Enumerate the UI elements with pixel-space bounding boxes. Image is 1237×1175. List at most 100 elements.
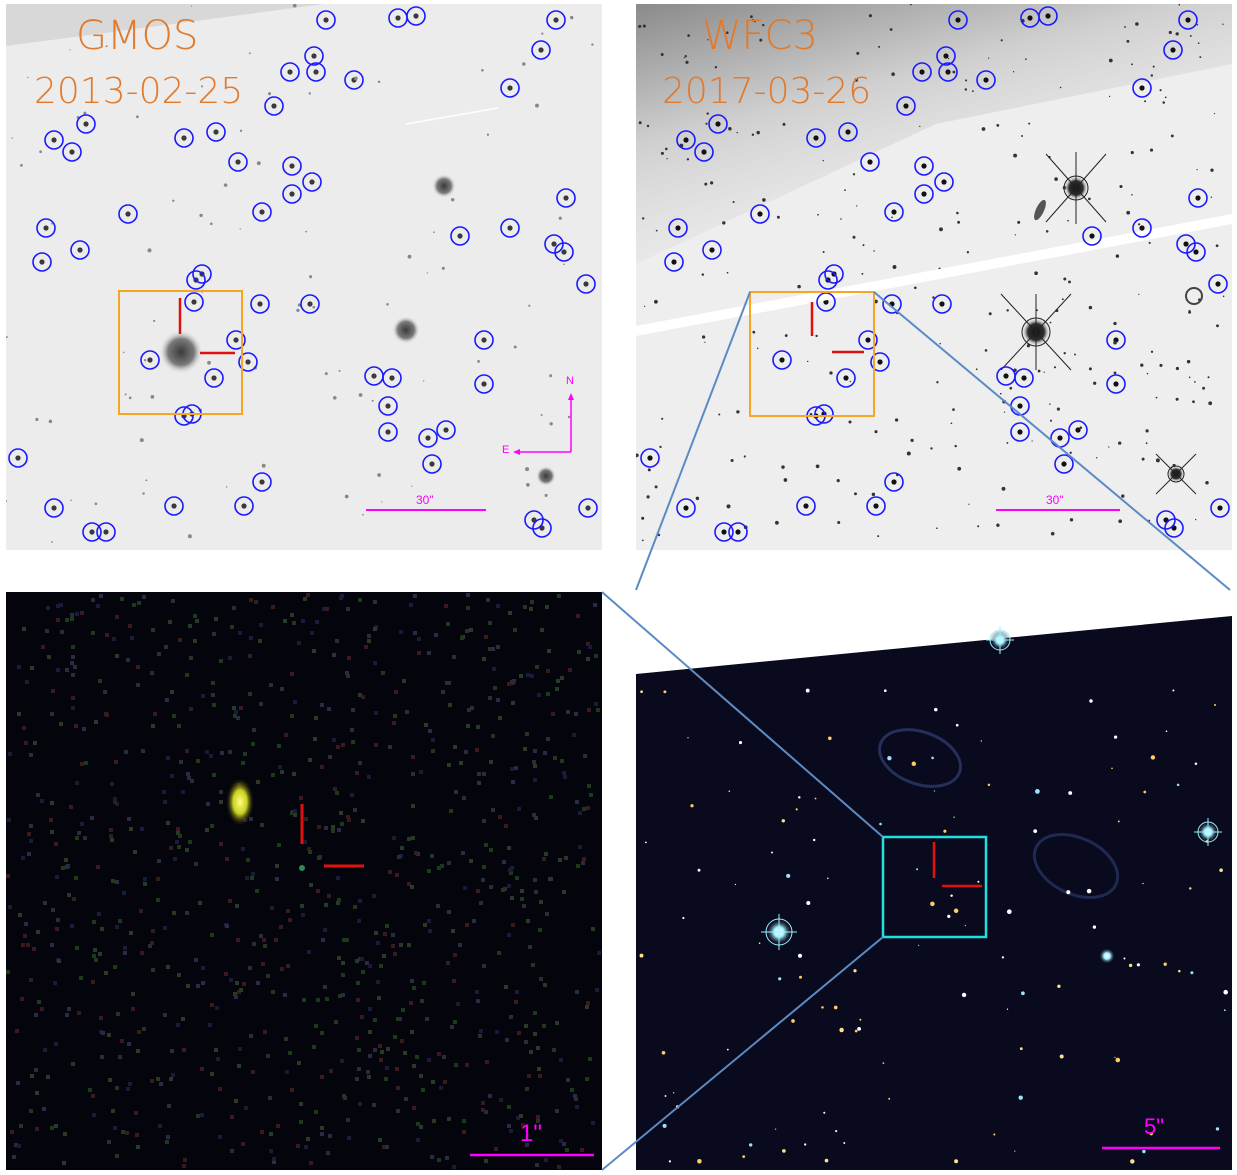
noise-pixel [115,880,119,884]
noise-pixel [108,1078,112,1082]
noise-pixel [69,805,73,809]
noise-pixel [337,828,341,832]
background-source [1141,457,1145,461]
noise-pixel [255,889,259,893]
star [287,69,293,75]
noise-pixel [338,994,342,998]
noise-pixel [495,1030,499,1034]
noise-pixel [413,594,417,598]
noise-pixel [182,1048,186,1052]
noise-pixel [168,620,172,624]
background-source [48,419,53,424]
diffraction-spike-star [1000,293,1072,371]
noise-pixel [565,1148,569,1152]
field-star [782,1149,786,1153]
reference-star-marker [300,294,320,314]
noise-pixel [373,627,377,631]
chip-gap-stripe [636,214,1232,336]
field-star [1086,888,1092,894]
star [289,191,295,197]
noise-pixel [150,941,154,945]
noise-pixel [336,901,340,905]
field-star [682,916,685,920]
noise-pixel [582,857,586,861]
reference-star-marker [524,510,544,530]
noise-pixel [333,787,337,791]
background-source [139,438,144,443]
field-star [1149,1132,1153,1136]
background-source [743,455,746,458]
star [371,373,377,379]
noise-pixel [71,655,75,659]
background-source [657,533,661,537]
background-source [1138,223,1141,226]
noise-pixel [301,913,305,917]
reference-star-marker [500,78,520,98]
reference-star-marker [806,128,826,148]
background-source [190,5,193,7]
noise-pixel [374,931,378,935]
background-source [996,123,1000,127]
noise-pixel [320,1126,324,1130]
noise-pixel [30,1074,34,1078]
background-source [999,392,1002,395]
background-source [966,251,970,254]
field-star [854,1029,858,1033]
field-star [950,894,953,897]
field-star [786,873,791,878]
noise-pixel [51,689,55,693]
background-source [707,39,709,41]
background-source [736,131,738,134]
noise-pixel [55,927,59,931]
field-star [1130,1159,1135,1164]
star [443,427,449,433]
background-source [1178,4,1181,6]
noise-pixel [7,818,11,822]
noise-pixel [51,908,55,912]
noise-pixel [83,836,87,840]
noise-pixel [110,782,114,786]
background-source [1175,397,1179,401]
noise-pixel [75,781,79,785]
background-source [952,70,956,74]
noise-pixel [75,946,79,950]
reference-star-marker [884,202,904,222]
background-source [646,495,650,499]
background-source [332,395,337,400]
noise-pixel [496,604,500,608]
background-source [1043,371,1045,373]
field-star [827,877,829,880]
noise-pixel [446,622,450,626]
noise-pixel [307,950,311,954]
background-source [70,499,72,502]
background-source [1017,220,1021,224]
noise-pixel [70,613,74,617]
background-source [906,451,911,456]
reference-star-marker [546,10,566,30]
background-source [1192,400,1195,404]
reference-star-marker [578,498,598,518]
noise-pixel [46,606,50,610]
noise-pixel [142,595,146,599]
noise-pixel [507,1124,511,1128]
noise-pixel [551,712,555,716]
noise-pixel [118,919,122,923]
noise-pixel [171,1073,175,1077]
noise-pixel [447,763,451,767]
noise-pixel [431,749,435,753]
noise-pixel [367,775,371,779]
background-source [1208,401,1213,406]
noise-pixel [112,637,116,641]
noise-pixel [50,712,54,716]
noise-pixel [27,832,31,836]
star [429,461,435,467]
noise-pixel [412,1064,416,1068]
field-star [1190,971,1194,975]
background-source [817,213,819,216]
background-source [540,414,543,416]
noise-pixel [172,911,176,915]
noise-pixel [488,647,492,651]
noise-pixel [185,911,189,915]
noise-pixel [576,864,580,868]
background-source [150,395,155,399]
